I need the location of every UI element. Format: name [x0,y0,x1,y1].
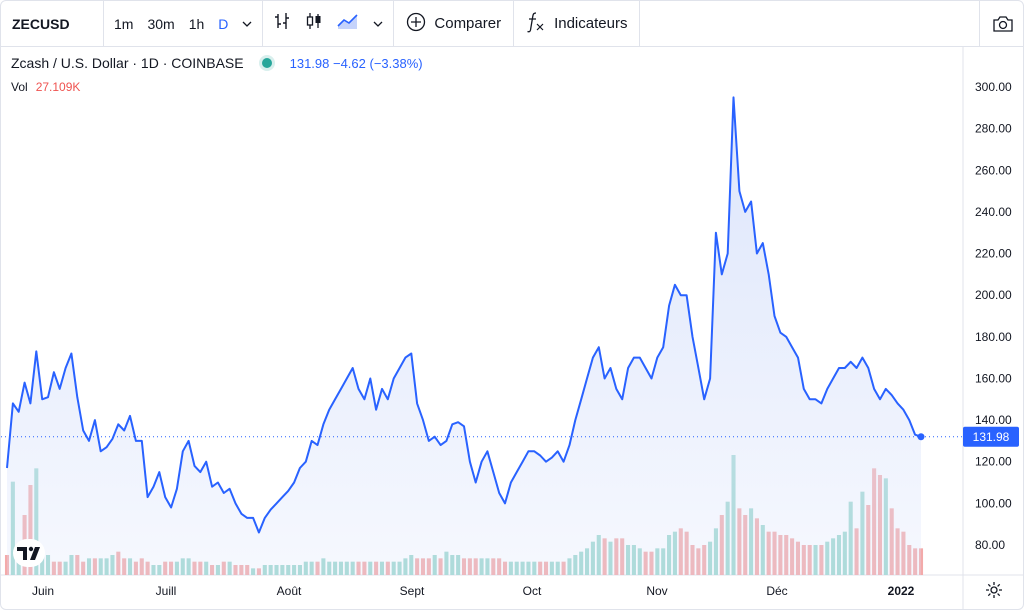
chart-legend: Zcash / U.S. Dollar · 1D · COINBASE 131.… [11,55,423,71]
last-price-point [917,433,925,441]
indicators-button[interactable]: Indicateurs [514,1,641,47]
chevron-down-icon[interactable] [242,18,252,30]
top-toolbar: ZECUSD 1m 30m 1h D [1,1,1023,47]
compare-button[interactable]: Comparer [394,1,515,47]
x-tick-label: Nov [646,584,667,598]
market-status-dot [261,58,272,68]
y-tick-label: 80.00 [975,538,1005,552]
legend-title: Zcash / U.S. Dollar · 1D · COINBASE [11,55,244,71]
compare-label: Comparer [434,15,502,32]
symbol-search[interactable]: ZECUSD [1,1,104,47]
symbol-label: ZECUSD [12,15,70,32]
y-tick-label: 300.00 [975,80,1012,94]
y-tick-label: 120.00 [975,455,1012,469]
interval-30m[interactable]: 30m [147,15,175,32]
x-tick-label: Sept [400,584,425,598]
gear-icon[interactable] [985,581,1003,604]
y-tick-label: 280.00 [975,122,1012,136]
camera-icon[interactable] [979,1,1023,47]
y-tick-label: 200.00 [975,288,1012,302]
fx-icon [526,11,546,37]
volume-legend: Vol 27.109K [11,80,80,94]
x-tick-label: Déc [766,584,787,598]
plus-circle-icon [406,12,426,36]
tradingview-logo[interactable] [13,539,45,567]
y-tick-label: 160.00 [975,371,1012,385]
indicators-label: Indicateurs [554,15,628,32]
chart-type-selector [263,1,395,47]
price-area-fill [7,97,921,576]
interval-selector: 1m 30m 1h D [104,1,264,47]
interval-1m[interactable]: 1m [114,15,134,32]
x-tick-label: Août [277,584,302,598]
chevron-down-icon[interactable] [373,18,383,30]
y-tick-label: 260.00 [975,163,1012,177]
y-tick-label: 220.00 [975,247,1012,261]
last-price-badge [963,426,1019,447]
area-chart-icon[interactable] [337,12,359,35]
price-line [6,96,922,534]
y-tick-label: 100.00 [975,496,1012,510]
y-tick-label: 140.00 [975,413,1012,427]
last-price-label: 131.98 [973,430,1010,444]
price-chart[interactable]: 131.98 300.00 280.00 260.00 240.00 220.00 200.… [1,47,1024,610]
x-tick-label: 2022 [888,584,915,598]
x-tick-label: Oct [523,584,542,598]
candles-icon[interactable] [305,11,323,36]
vol-value: 27.109K [35,80,81,94]
interval-d[interactable]: D [218,15,229,32]
x-tick-label: Juill [156,584,177,598]
bars-icon[interactable] [273,11,291,36]
vol-label: Vol [11,80,28,94]
legend-price: 131.98 −4.62 (−3.38%) [289,55,423,71]
y-tick-label: 180.00 [975,330,1012,344]
x-tick-label: Juin [32,584,54,598]
interval-1h[interactable]: 1h [188,15,205,32]
y-tick-label: 240.00 [975,205,1012,219]
